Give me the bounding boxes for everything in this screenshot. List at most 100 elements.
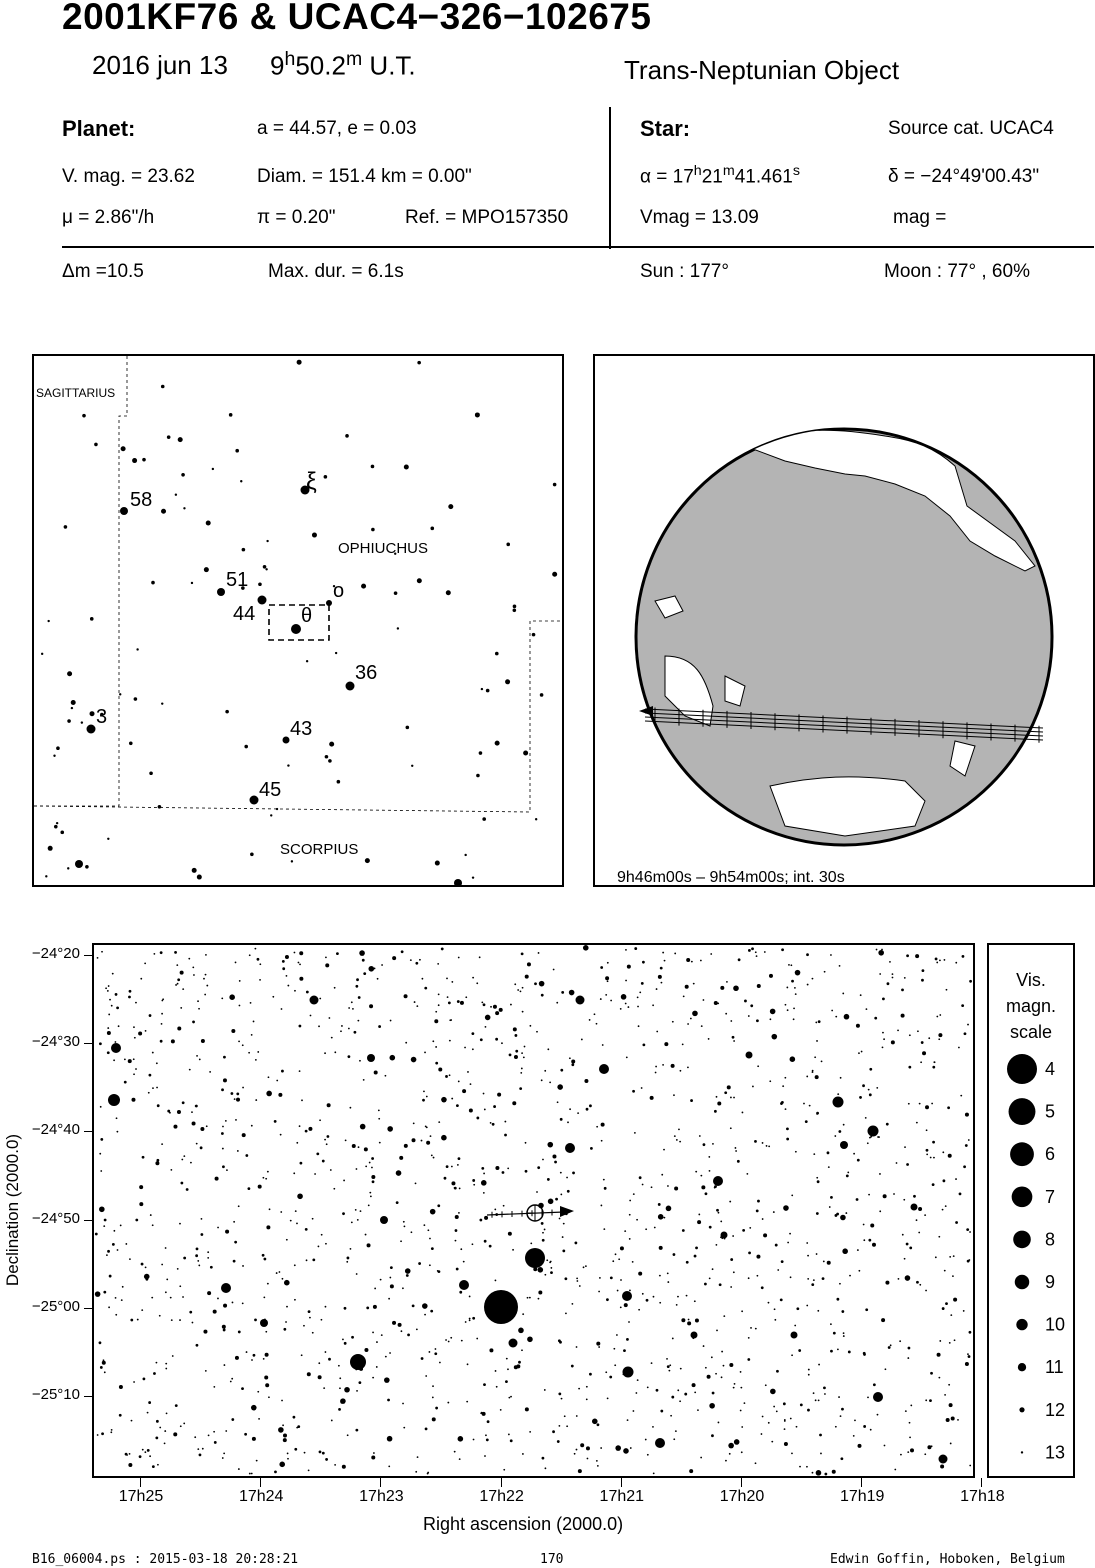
star-field-svg xyxy=(94,945,972,1476)
field-star xyxy=(966,1228,970,1231)
field-star xyxy=(639,991,642,994)
constellation-sagittarius: SAGITTARIUS xyxy=(36,386,115,400)
field-star xyxy=(177,978,181,982)
field-star xyxy=(958,1192,962,1196)
field-star xyxy=(537,1166,541,1170)
field-star xyxy=(507,1368,509,1371)
field-star xyxy=(815,1212,819,1215)
field-star xyxy=(873,1392,883,1402)
field-star xyxy=(279,1133,282,1136)
field-star xyxy=(942,1179,946,1183)
field-star xyxy=(811,1283,815,1287)
constellation-scorpius: SCORPIUS xyxy=(280,841,358,858)
field-star xyxy=(950,1416,955,1421)
field-star xyxy=(565,1312,567,1315)
star-label-36: 36 xyxy=(355,662,377,684)
field-star xyxy=(494,1208,497,1211)
field-star xyxy=(297,1193,303,1200)
field-star xyxy=(558,1217,561,1220)
finder-star xyxy=(80,721,84,724)
field-star xyxy=(483,1239,487,1243)
field-star xyxy=(529,1024,532,1027)
field-star xyxy=(423,1090,425,1093)
field-star xyxy=(659,966,663,970)
field-star xyxy=(325,963,330,968)
field-star xyxy=(720,985,725,990)
field-star xyxy=(198,1007,200,1010)
field-star xyxy=(733,1382,736,1385)
field-star xyxy=(522,1056,525,1059)
scale-mag-label: 11 xyxy=(1045,1357,1064,1377)
field-star xyxy=(188,957,191,960)
field-star xyxy=(368,965,375,972)
field-star xyxy=(264,1375,269,1380)
dec-tick-mark xyxy=(84,1131,92,1133)
field-star xyxy=(180,1007,183,1009)
field-star xyxy=(931,1183,935,1186)
field-star xyxy=(908,1034,911,1037)
field-star xyxy=(794,1150,797,1153)
field-star xyxy=(804,1120,808,1123)
field-star xyxy=(677,1295,679,1298)
field-star xyxy=(556,1440,560,1443)
finder-star xyxy=(132,458,138,464)
field-star xyxy=(514,1034,518,1037)
field-star xyxy=(899,1340,902,1343)
field-star xyxy=(883,1038,885,1041)
field-star xyxy=(312,1258,316,1262)
field-star xyxy=(720,1376,723,1379)
field-star xyxy=(679,1069,682,1072)
field-star xyxy=(389,1266,393,1270)
field-star xyxy=(508,1396,511,1399)
field-star xyxy=(632,1193,635,1196)
field-star xyxy=(236,1092,240,1096)
field-star xyxy=(305,1259,308,1262)
field-star xyxy=(135,1218,139,1222)
field-star xyxy=(806,1242,809,1244)
field-star xyxy=(286,1452,289,1455)
field-star xyxy=(372,1304,377,1309)
field-star xyxy=(629,1289,631,1292)
field-star xyxy=(259,963,262,966)
field-star xyxy=(622,1373,625,1376)
finder-star xyxy=(244,744,249,749)
finder-star xyxy=(174,493,178,496)
field-star xyxy=(266,1282,269,1285)
field-star xyxy=(99,1206,105,1213)
field-star xyxy=(294,989,296,992)
field-star xyxy=(371,1166,373,1169)
field-star xyxy=(457,1157,461,1161)
field-star xyxy=(128,1462,133,1467)
field-star xyxy=(831,1009,834,1012)
field-star xyxy=(631,1260,634,1263)
field-star xyxy=(877,1136,879,1138)
field-star xyxy=(346,1434,349,1437)
field-star xyxy=(428,1351,431,1353)
field-star xyxy=(413,1001,416,1003)
field-star xyxy=(881,1318,886,1323)
field-star xyxy=(943,959,946,961)
field-star xyxy=(430,1154,433,1157)
field-star xyxy=(720,1220,723,1223)
field-star xyxy=(791,1354,793,1357)
field-star xyxy=(200,1039,205,1044)
finder-star xyxy=(394,552,397,555)
field-star xyxy=(107,1249,110,1253)
field-star xyxy=(637,1025,640,1028)
field-star xyxy=(415,1328,418,1331)
field-star xyxy=(528,1252,531,1255)
field-star xyxy=(504,1120,507,1123)
field-star xyxy=(814,1399,817,1402)
field-star xyxy=(354,1208,357,1211)
star-mag: mag = xyxy=(893,207,947,228)
dec-tick-mark xyxy=(84,1219,92,1221)
finder-star xyxy=(471,876,475,879)
field-star xyxy=(257,1051,260,1053)
field-star xyxy=(263,1296,266,1299)
field-star xyxy=(582,1266,585,1269)
field-star xyxy=(121,1285,124,1288)
field-star xyxy=(605,993,608,996)
field-star xyxy=(221,1283,231,1293)
field-star xyxy=(595,1459,598,1462)
field-star xyxy=(907,1357,910,1359)
